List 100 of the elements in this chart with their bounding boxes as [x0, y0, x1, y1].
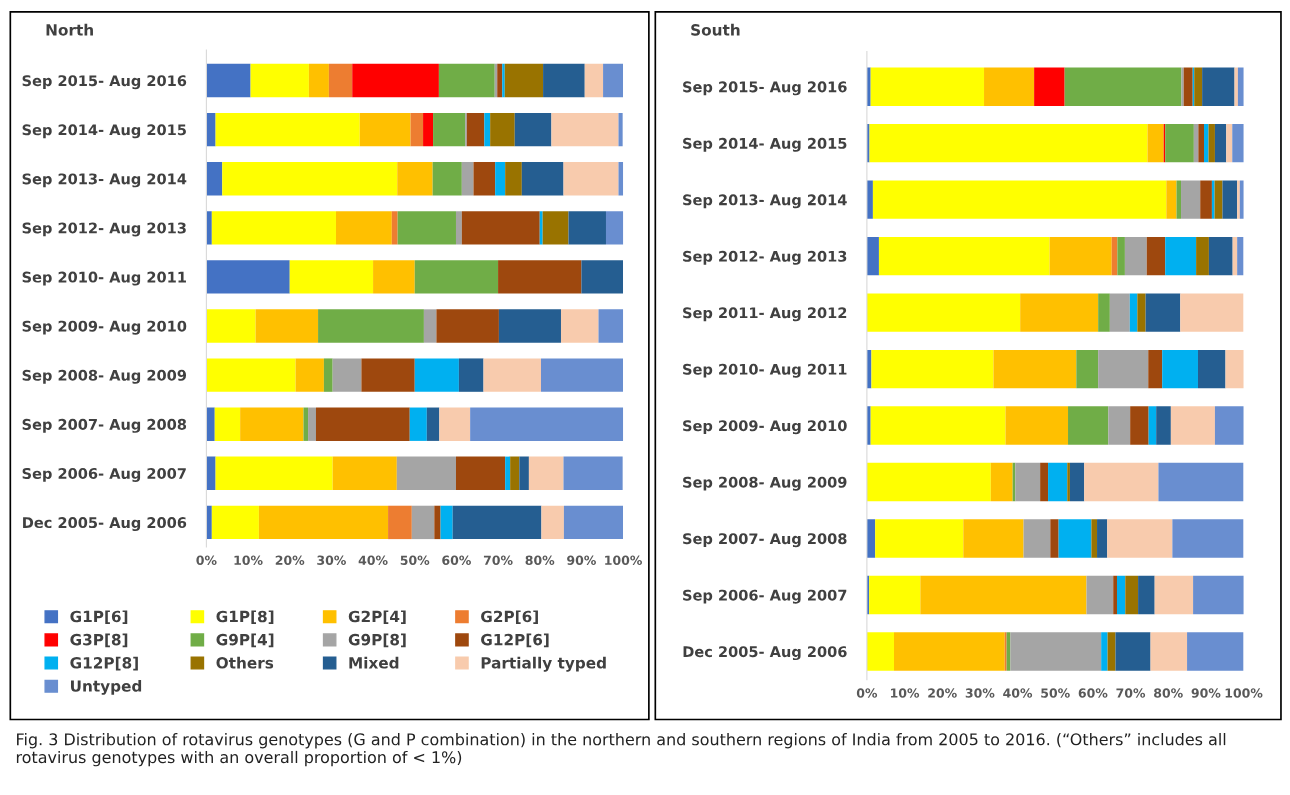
bar — [328, 63, 353, 98]
bar — [318, 309, 424, 343]
bar — [603, 63, 624, 98]
bar — [1064, 67, 1182, 106]
y-tick-label: Sep 2013- Aug 2014 — [683, 194, 847, 209]
bar — [1124, 236, 1147, 276]
bar — [1005, 406, 1069, 445]
bar — [1067, 462, 1070, 502]
bar — [498, 260, 582, 294]
caption: Fig. 3 Distribution of rotavirus genotypes (G and P combination) in the northern and southern regions of India from 2005 to 2016. (“Others” includes all rotavirus genotypes with an overall proportion of < 1%) — [16, 732, 1226, 767]
bar — [206, 63, 251, 98]
y-tick-label: Sep 2009- Aug 2010 — [683, 420, 847, 435]
bar — [206, 260, 290, 294]
bar — [1150, 632, 1188, 671]
text: North — [46, 23, 93, 36]
bar — [1211, 180, 1215, 219]
bar — [206, 112, 216, 147]
bar — [315, 407, 410, 441]
bar — [206, 505, 212, 540]
bar — [1107, 519, 1173, 558]
bar — [1181, 180, 1201, 219]
bar — [452, 505, 542, 540]
bar — [1165, 123, 1194, 163]
y-tick-label: Dec 2005- Aug 2006 — [683, 646, 847, 661]
bar — [541, 505, 564, 540]
bar — [598, 309, 624, 343]
y-tick-label: Sep 2007- Aug 2008 — [683, 533, 847, 548]
legend-label: Others — [216, 656, 274, 669]
bar — [483, 358, 541, 392]
bar — [1109, 293, 1130, 332]
bar — [1050, 519, 1059, 558]
x-tick-label: 60% — [442, 555, 471, 565]
bar — [1154, 575, 1194, 615]
bar — [869, 575, 921, 615]
text: South — [691, 23, 740, 36]
bar — [206, 358, 296, 392]
bar — [1180, 293, 1244, 332]
bar — [510, 456, 520, 491]
bar — [871, 349, 994, 389]
bar — [1162, 349, 1198, 389]
bar — [1097, 519, 1108, 558]
x-tick-label: 90% — [567, 555, 596, 565]
legend-label: G2P[6] — [481, 610, 538, 625]
x-tick-label: 0% — [856, 688, 878, 698]
bar — [1147, 123, 1164, 163]
bar — [1208, 236, 1233, 276]
bar — [490, 112, 515, 147]
bar — [866, 632, 894, 671]
bar — [289, 260, 374, 294]
x-tick-label: 20% — [928, 688, 957, 698]
bar — [466, 112, 485, 147]
y-tick-label: Sep 2012- Aug 2013 — [683, 250, 847, 265]
y-tick-label: Sep 2013- Aug 2014 — [22, 173, 187, 188]
bar — [539, 211, 543, 245]
bar — [1084, 462, 1159, 502]
legend-label: G12P[6] — [481, 633, 549, 648]
bar — [414, 358, 459, 392]
legend-label: G12P[8] — [70, 656, 138, 671]
bar — [1193, 575, 1244, 615]
x-tick-label: 30% — [965, 688, 995, 698]
bar — [1204, 123, 1209, 163]
bar — [391, 211, 398, 245]
bar — [563, 162, 619, 196]
bar — [1117, 236, 1125, 276]
y-tick-label: Dec 2005- Aug 2006 — [23, 517, 187, 532]
bar — [502, 63, 505, 98]
bar — [414, 260, 499, 294]
bar — [497, 63, 503, 98]
bar — [1040, 462, 1049, 502]
y-tick-label: Sep 2010- Aug 2011 — [22, 271, 186, 286]
bar — [206, 309, 256, 343]
bar — [1023, 519, 1051, 558]
bar — [528, 456, 564, 491]
bar — [560, 309, 599, 343]
x-tick-label: 10% — [891, 688, 920, 698]
legend-label: Mixed — [349, 656, 399, 669]
bar — [1166, 180, 1177, 219]
legend-label: G1P[6] — [70, 610, 128, 625]
bar — [1187, 632, 1244, 671]
bar — [542, 211, 569, 245]
x-tick-label: 40% — [358, 555, 388, 565]
bar — [993, 349, 1077, 389]
bar — [505, 456, 511, 491]
bar — [423, 112, 434, 147]
bar — [206, 211, 212, 245]
bar — [1069, 462, 1085, 502]
bar — [1010, 632, 1102, 671]
bar — [359, 112, 411, 147]
bar — [1049, 236, 1112, 276]
bar — [1145, 293, 1181, 332]
bar — [504, 63, 544, 98]
bar — [397, 162, 433, 196]
bar — [1198, 123, 1205, 163]
bar — [473, 162, 496, 196]
bar — [1214, 406, 1244, 445]
bar — [521, 162, 564, 196]
bar — [1125, 575, 1139, 615]
bar — [255, 309, 319, 343]
bar — [920, 575, 1087, 615]
bar — [866, 462, 991, 502]
